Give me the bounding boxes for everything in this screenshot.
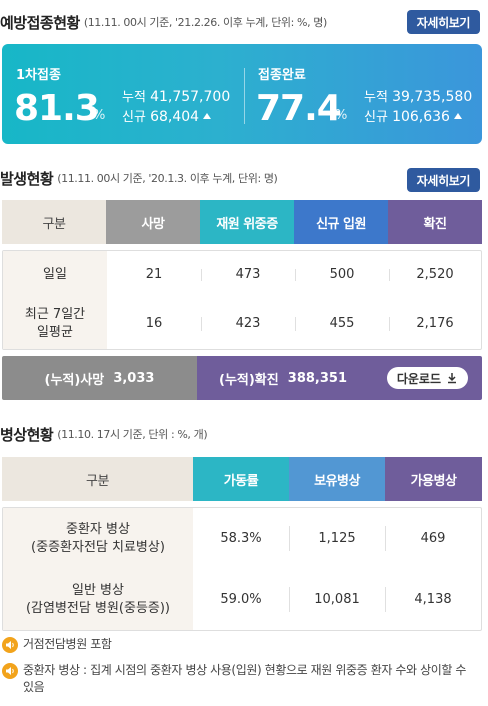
cell-admission: 500 (295, 251, 389, 299)
completed-new: 신규 106,636 (364, 106, 462, 125)
row-label: 중환자 병상 (중증환자전담 치료병상) (3, 508, 193, 569)
vaccination-more-button[interactable]: 자세히보기 (406, 10, 480, 34)
completed-label: 접종완료 (258, 68, 306, 83)
first-dose-cumulative: 누적 41,757,700 (122, 89, 231, 105)
cell-utilization: 58.3% (220, 530, 262, 546)
completed-unit: % (335, 108, 348, 123)
note-text: 중환자 병상 : 집계 시점의 중환자 병상 사용(입원) 현황으로 재원 위중… (23, 663, 467, 695)
beds-table-body: 중환자 병상 (중증환자전담 치료병상) 58.3% 1,125 469 일반 … (2, 507, 482, 631)
download-button[interactable]: 다운로드 (386, 367, 468, 389)
beds-header: 병상현황 (11.10. 17시 기준, 단위 : %, 개) (0, 420, 488, 448)
cumulative-confirmed: (누적)확진 388,351 다운로드 (197, 356, 482, 400)
outbreak-table-body: 일일 21 473 500 2,520 최근 7일간 일평균 16 423 45… (2, 250, 482, 350)
beds-header-row: 구분 가동률 보유병상 가용병상 (2, 457, 482, 501)
cell-owned: 10,081 (289, 569, 385, 630)
vaccination-header: 예방접종현황 (11.11. 00시 기준, '21.2.26. 이후 누계, … (0, 8, 488, 36)
cell-owned: 1,125 (289, 508, 385, 569)
first-dose-unit: % (93, 108, 106, 123)
beds-col-owned: 보유병상 (289, 457, 385, 501)
vaccination-title: 예방접종현황 (0, 13, 80, 32)
row-label: 일반 병상 (감염병전담 병원(중등증)) (3, 569, 193, 630)
outbreak-note: (11.11. 00시 기준, '20.1.3. 이후 누계, 단위: 명) (57, 172, 278, 185)
triangle-up-icon (203, 113, 212, 119)
cell-confirmed: 2,176 (389, 299, 481, 349)
first-dose-label: 1차접종 (16, 68, 61, 83)
beds-table: 구분 가동률 보유병상 가용병상 중환자 병상 (중증환자전담 치료병상) 58… (2, 457, 482, 631)
outbreak-col-admission: 신규 입원 (294, 200, 388, 244)
outbreak-table: 구분 사망 재원 위중증 신규 입원 확진 일일 21 473 500 2,52… (2, 200, 482, 350)
outbreak-col-confirmed: 확진 (388, 200, 482, 244)
row-label: 최근 7일간 일평균 (3, 299, 107, 349)
first-dose-new: 신규 68,404 (122, 106, 212, 125)
outbreak-more-button[interactable]: 자세히보기 (406, 168, 480, 192)
beds-note: (11.10. 17시 기준, 단위 : %, 개) (57, 428, 208, 441)
cell-available: 469 (385, 508, 481, 569)
cell-severe: 423 (201, 299, 295, 349)
outbreak-col-death: 사망 (106, 200, 200, 244)
note-item: 중환자 병상 : 집계 시점의 중환자 병상 사용(입원) 현황으로 재원 위중… (2, 662, 480, 697)
beds-col-category: 구분 (2, 457, 193, 501)
speaker-icon (2, 663, 18, 679)
table-row: 중환자 병상 (중증환자전담 치료병상) 58.3% 1,125 469 (3, 508, 481, 569)
first-dose-rate: 81.3 (14, 88, 100, 129)
cumulative-bar: (누적)사망 3,033 (누적)확진 388,351 다운로드 (2, 356, 482, 400)
cell-available: 4,138 (385, 569, 481, 630)
outbreak-header: 발생현황 (11.11. 00시 기준, '20.1.3. 이후 누계, 단위:… (0, 164, 488, 192)
completed-cumulative: 누적 39,735,580 (364, 89, 473, 105)
beds-col-available: 가용병상 (385, 457, 482, 501)
speaker-icon (2, 637, 18, 653)
completed-rate: 77.4 (256, 88, 342, 129)
outbreak-title: 발생현황 (0, 169, 54, 188)
triangle-up-icon (453, 113, 462, 119)
cell-admission: 455 (295, 299, 389, 349)
table-row: 최근 7일간 일평균 16 423 455 2,176 (3, 299, 481, 349)
cumulative-death: (누적)사망 3,033 (2, 356, 197, 400)
beds-title: 병상현황 (0, 425, 54, 444)
cell-utilization: 59.0% (220, 591, 262, 607)
table-row: 일반 병상 (감염병전담 병원(중등증)) 59.0% 10,081 4,138 (3, 569, 481, 630)
vaccination-note: (11.11. 00시 기준, '21.2.26. 이후 누계, 단위: %, … (83, 16, 328, 29)
cell-death: 16 (145, 316, 163, 332)
outbreak-header-row: 구분 사망 재원 위중증 신규 입원 확진 (2, 200, 482, 244)
row-label: 일일 (3, 251, 107, 299)
outbreak-col-severe: 재원 위중증 (200, 200, 294, 244)
note-text: 거점전담병원 포함 (23, 637, 112, 651)
table-row: 일일 21 473 500 2,520 (3, 251, 481, 299)
cell-death: 21 (145, 267, 163, 283)
cell-confirmed: 2,520 (389, 251, 481, 299)
cell-severe: 473 (201, 251, 295, 299)
outbreak-col-category: 구분 (2, 200, 106, 244)
vaccination-card: 1차접종 81.3 % 누적 41,757,700 신규 68,404 접종완료… (2, 44, 482, 144)
download-icon (448, 373, 456, 384)
note-item: 거점전담병원 포함 (2, 636, 480, 653)
beds-col-utilization: 가동률 (193, 457, 289, 501)
card-divider (244, 68, 245, 124)
